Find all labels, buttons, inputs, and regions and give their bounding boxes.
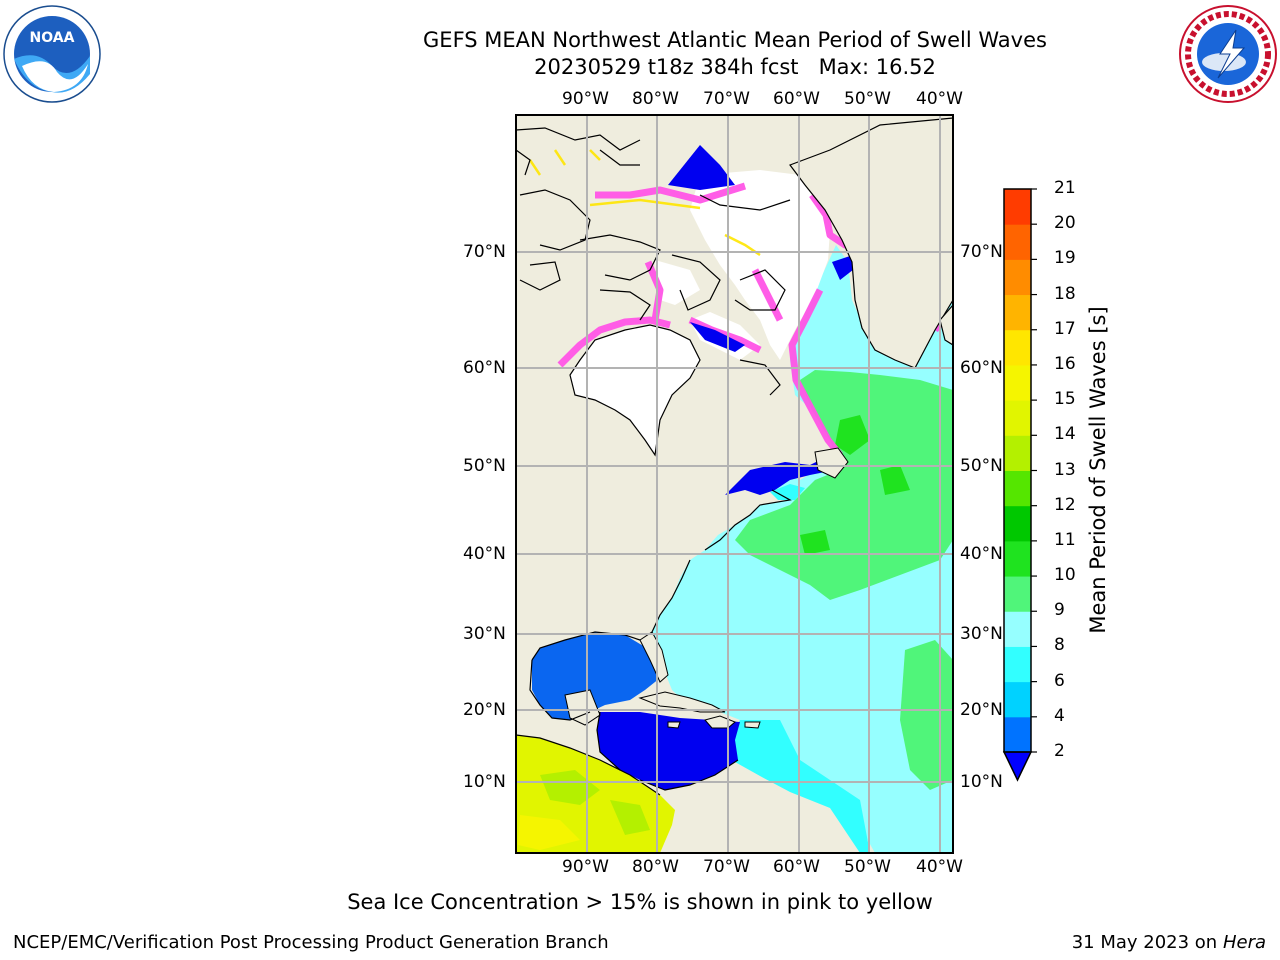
iceland-edge: [939, 304, 953, 346]
lat-label-right-60n: 60°N: [960, 358, 1003, 378]
colorbar-segment: [1004, 646, 1031, 683]
lon-label-top-60w: 60°W: [773, 89, 820, 109]
colorbar-under-arrow: [1002, 751, 1033, 782]
gulf-of-mexico: [532, 632, 660, 720]
colorbar-tick-label: 6: [1054, 670, 1065, 691]
graticule: [516, 115, 953, 853]
colorbar-segment: [1004, 364, 1031, 401]
greenland: [789, 117, 953, 369]
lat-label-right-30n: 30°N: [960, 624, 1003, 644]
colorbar-segment: [1004, 576, 1031, 612]
colorbar-tick-label: 4: [1054, 705, 1065, 726]
hispaniola-puerto-rico: [704, 715, 761, 729]
south-america-field-patches: [540, 770, 650, 835]
south-america-field-yellow: [518, 815, 580, 850]
noaa-logo: NOAA: [3, 5, 101, 103]
colorbar-segment: [1004, 400, 1031, 436]
nws-logo: [1179, 5, 1277, 103]
footer-date: 31 May 2023 on Hera: [1071, 932, 1266, 953]
lat-label-left-60n: 60°N: [463, 358, 506, 378]
foxe-basin: [655, 260, 700, 305]
colorbar-tick-label: 10: [1054, 565, 1076, 586]
svg-text:NOAA: NOAA: [30, 30, 75, 46]
colorbar-segment: [1004, 224, 1031, 260]
sea-ice-note: Sea Ice Concentration > 15% is shown in …: [347, 890, 933, 914]
lon-label-top-40w: 40°W: [916, 89, 963, 109]
swell-9-10s-zone: [735, 370, 953, 600]
colorbar-tick-label: 13: [1054, 459, 1076, 480]
colorbar-tick-label: 14: [1054, 424, 1076, 445]
lat-label-left-50n: 50°N: [463, 456, 506, 476]
colorbar-segment: [1004, 189, 1031, 225]
lon-label-top-80w: 80°W: [632, 89, 679, 109]
colorbar-tick-label: 12: [1054, 494, 1076, 515]
colorbar-tick-label: 18: [1054, 283, 1076, 304]
colorbar-segment: [1004, 505, 1031, 542]
lat-label-right-10n: 10°N: [960, 772, 1003, 792]
swell-10-11s-patches: [800, 415, 910, 555]
lon-label-bottom-80w: 80°W: [632, 857, 679, 877]
lat-label-left-70n: 70°N: [463, 242, 506, 262]
lat-label-right-50n: 50°N: [960, 456, 1003, 476]
map-subtitle: 20230529 t18z 384h fcst Max: 16.52: [534, 55, 936, 79]
colorbar-segment: [1004, 259, 1031, 296]
map-title: GEFS MEAN Northwest Atlantic Mean Period…: [423, 28, 1047, 52]
lon-label-bottom-70w: 70°W: [703, 857, 750, 877]
lon-label-bottom-40w: 40°W: [916, 857, 963, 877]
lat-label-left-30n: 30°N: [463, 624, 506, 644]
colorbar-segment: [1004, 435, 1031, 471]
colorbar-tick-label: 16: [1054, 353, 1076, 374]
colorbar-tick-label: 8: [1054, 635, 1065, 656]
lat-label-left-40n: 40°N: [463, 544, 506, 564]
cuba: [638, 691, 726, 713]
lon-label-bottom-90w: 90°W: [562, 857, 609, 877]
jamaica: [667, 721, 681, 729]
footer-branch: NCEP/EMC/Verification Post Processing Pr…: [13, 932, 609, 953]
colorbar-segment: [1004, 329, 1031, 366]
lat-label-right-20n: 20°N: [960, 700, 1003, 720]
lat-label-right-70n: 70°N: [960, 242, 1003, 262]
st-lawrence-light: [770, 484, 805, 500]
colorbar-segment: [1004, 681, 1031, 718]
lon-label-top-70w: 70°W: [703, 89, 750, 109]
baffin-pocket: [668, 145, 735, 190]
yucatan: [564, 689, 601, 726]
colorbar-tick-label: 11: [1054, 529, 1076, 550]
colorbar-segment: [1004, 470, 1031, 507]
colorbar-segment: [1004, 611, 1031, 647]
colorbar-tick-label: 2: [1054, 741, 1065, 761]
colorbar-tick-label: 17: [1054, 318, 1076, 339]
lat-label-right-40n: 40°N: [960, 544, 1003, 564]
caribbean-sea: [597, 712, 740, 790]
colorbar-label: Mean Period of Swell Waves [s]: [1086, 306, 1110, 634]
lon-label-bottom-50w: 50°W: [844, 857, 891, 877]
lat-label-left-20n: 20°N: [463, 700, 506, 720]
sea-ice-edges: [557, 182, 950, 458]
colorbar-tick-label: 19: [1054, 248, 1076, 269]
colorbar-segment: [1004, 540, 1031, 577]
colorbar-tick-label: 15: [1054, 389, 1076, 410]
footer-host: Hera: [1222, 932, 1266, 953]
colorbar-segment: [1004, 294, 1031, 331]
colorbar-tick-label: 20: [1054, 213, 1076, 234]
lon-label-top-90w: 90°W: [562, 89, 609, 109]
map-frame: [515, 114, 954, 854]
hudson-bay: [569, 324, 701, 457]
colorbar-segment: [1004, 716, 1031, 753]
lon-label-bottom-60w: 60°W: [773, 857, 820, 877]
lat-label-left-10n: 10°N: [463, 772, 506, 792]
colorbar-tick-label: 21: [1054, 178, 1076, 198]
lon-label-top-50w: 50°W: [844, 89, 891, 109]
baffin-bay: [690, 170, 830, 360]
colorbar-tick-label: 9: [1054, 600, 1065, 621]
hudson-strait-pocket: [690, 322, 745, 352]
